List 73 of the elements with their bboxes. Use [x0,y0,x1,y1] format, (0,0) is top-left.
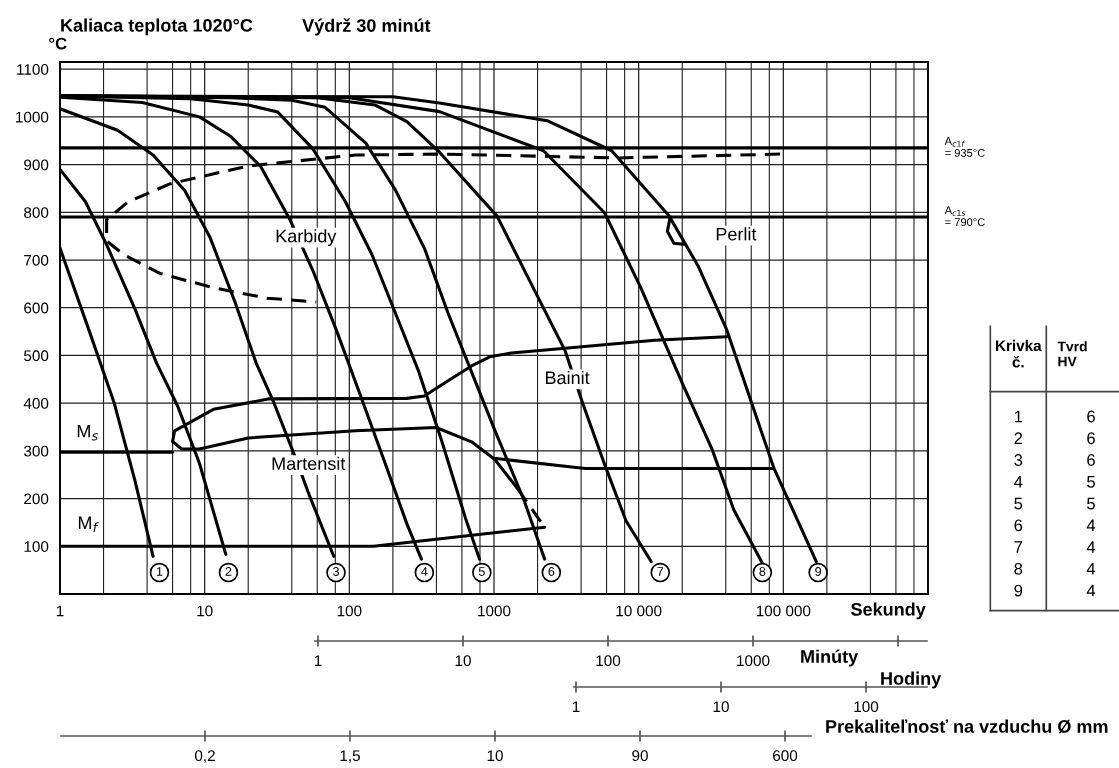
x-tick-label: 100 000 [756,605,811,617]
text: 6 [1014,519,1023,532]
text: 6 [1087,432,1095,445]
text: 4 [1086,519,1096,532]
y-tick-label: 600 [24,302,49,314]
chart-subtitle: Výdrž 30 minút [302,18,431,36]
text: 10 [713,701,729,713]
y-tick-label: 400 [23,398,49,409]
text: 1000 [737,655,770,667]
text: 4 [1086,541,1096,553]
ref-line-label: A$_{c1f}$ = 935°C [944,137,985,157]
annotation: 6 [548,567,555,576]
text: 6 [1087,454,1095,466]
annotation: 5 [478,567,485,576]
text: 4 [1086,563,1096,575]
x-tick-label: 100 [337,605,362,617]
y-tick-label: 100 [24,541,49,552]
y-tick-label: 1100 [17,64,49,75]
annotation: 4 [421,567,428,576]
text: 4 [1014,476,1023,488]
annotation: 3 [333,567,339,576]
text: 1 [1014,410,1023,423]
annotation: M$_{s}$ [77,424,98,441]
annotation: Karbidy [276,229,337,246]
text: 600 [773,750,798,762]
text: Minúty [801,649,859,667]
annotation: 8 [759,567,766,576]
text: 8 [1014,562,1023,575]
annotation: Perlit [716,227,757,241]
x-tick-label: 10 000 [616,605,662,617]
text: 1 [572,701,580,712]
text: 4 [1086,584,1096,597]
x-tick-label: 1 [56,605,64,617]
annotation: M$_{f}$ [78,516,99,532]
annotation: 9 [815,567,822,576]
y-tick-label: 800 [24,207,49,218]
y-tick-label: 300 [23,445,49,457]
annotation: 7 [657,567,664,576]
text: 10 [455,655,471,667]
text: 0,2 [194,750,215,763]
text: Hodiny [881,671,942,689]
text: 5 [1014,497,1023,510]
text: 7 [1014,541,1023,553]
text: 10 [487,750,503,762]
y-tick-label: 900 [24,159,49,171]
text: 1,5 [340,750,360,763]
y-tick-label: 500 [24,350,49,362]
annotation: 2 [225,567,232,576]
text: 1 [314,655,322,666]
text: 2 [1014,432,1023,444]
text: 6 [1087,410,1095,423]
text: Tvrd HV [1057,341,1087,367]
x-axis-title: Sekundy [851,602,926,620]
x-tick-label: 10 [197,605,213,617]
text: 5 [1087,476,1095,488]
text: Krivka č. [995,339,1042,368]
text: 100 [596,655,621,667]
text: 9 [1014,584,1023,597]
text: Prekaliteľnosť na vzduchu Ø mm [826,719,1108,734]
annotation: Martensit [272,456,346,471]
y-tick-label: 700 [24,254,49,266]
y-tick-label: 1000 [16,111,49,123]
text: 5 [1087,497,1095,510]
chart-title: Kaliaca teplota 1020°C [61,18,253,36]
annotation: Bainit [545,370,590,385]
y-tick-label: 200 [24,493,49,505]
text: 3 [1014,454,1023,466]
x-tick-label: 1000 [478,605,511,617]
text: 100 [854,701,879,713]
annotation: 1 [156,567,163,576]
ref-line-label: A$_{c1s}$ = 790°C [944,206,985,227]
text: 90 [632,750,648,762]
y-axis-title: °C [49,37,67,50]
